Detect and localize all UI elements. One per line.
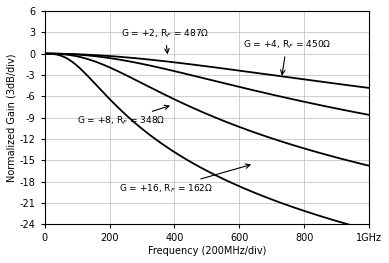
Y-axis label: Normalized Gain (3dB/div): Normalized Gain (3dB/div) — [7, 53, 17, 182]
X-axis label: Frequency (200MHz/div): Frequency (200MHz/div) — [148, 246, 266, 256]
Text: G = +16, R$_F$ = 162Ω: G = +16, R$_F$ = 162Ω — [119, 164, 250, 195]
Text: G = +8, R$_F$ = 348Ω: G = +8, R$_F$ = 348Ω — [77, 105, 169, 127]
Text: G = +2, R$_F$ = 487Ω: G = +2, R$_F$ = 487Ω — [121, 27, 209, 53]
Text: G = +4, R$_F$ = 450Ω: G = +4, R$_F$ = 450Ω — [242, 39, 331, 74]
